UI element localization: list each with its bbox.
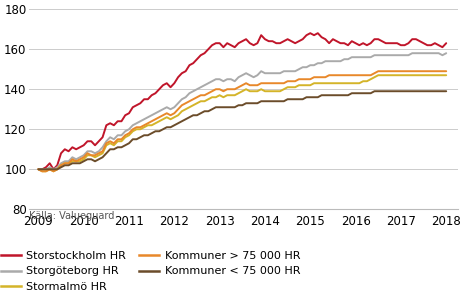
Text: Källa: Valueguard: Källa: Valueguard	[29, 211, 115, 221]
Legend: Storstockholm HR, Storgöteborg HR, Stormalmö HR, Kommuner > 75 000 HR, Kommuner : Storstockholm HR, Storgöteborg HR, Storm…	[0, 251, 300, 292]
